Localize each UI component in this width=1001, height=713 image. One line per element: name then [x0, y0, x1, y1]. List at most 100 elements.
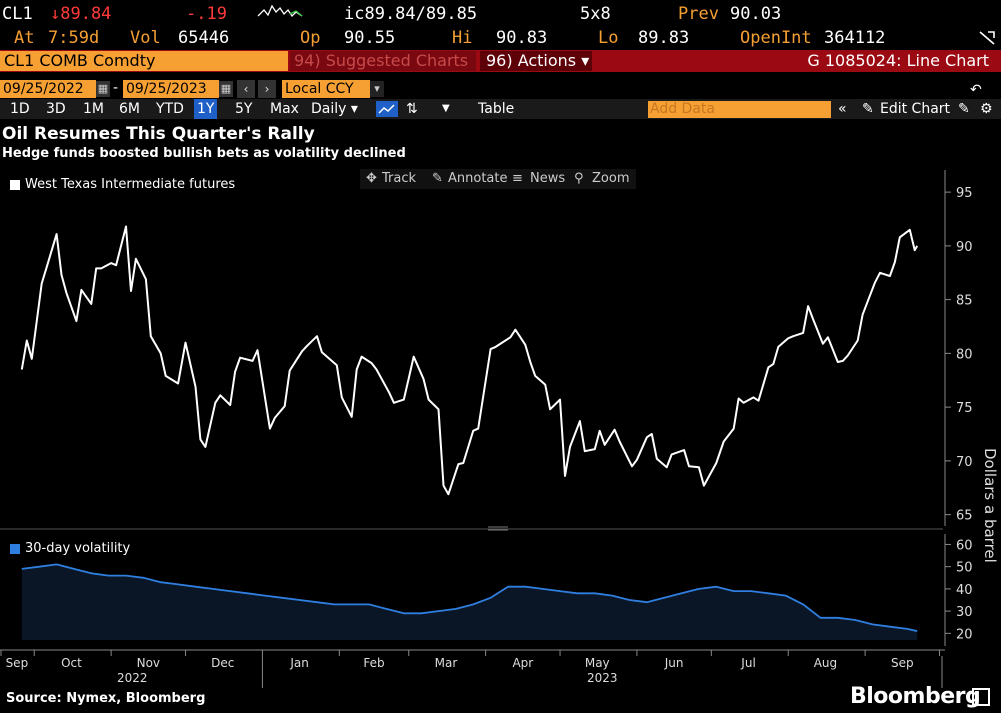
- vol-y-tick-label: 60: [956, 538, 973, 553]
- low-label: Lo: [598, 28, 619, 48]
- currency-dropdown-icon[interactable]: ▾: [370, 81, 384, 97]
- volume-value: 65446: [178, 28, 230, 48]
- start-calendar-icon[interactable]: ▦: [96, 81, 110, 97]
- bloomberg-logo: Bloomberg: [850, 684, 981, 709]
- actions-menu[interactable]: 96) Actions ▾: [480, 51, 592, 71]
- end-date-field[interactable]: 09/25/2023: [123, 80, 219, 98]
- period-ytd[interactable]: YTD: [156, 101, 184, 117]
- edit-chart-button[interactable]: Edit Chart: [880, 101, 951, 117]
- open-value: 90.55: [344, 28, 396, 48]
- prev-value: 90.03: [730, 4, 782, 24]
- x-axis-year-label: 2023: [587, 671, 618, 685]
- annotate-button[interactable]: Annotate: [448, 171, 508, 186]
- bid-ask: ic89.84/89.85: [344, 4, 478, 24]
- zoom-button[interactable]: Zoom: [592, 171, 630, 186]
- currency-field[interactable]: Local CCY: [282, 80, 370, 98]
- period-3d[interactable]: 3D: [46, 101, 66, 117]
- volatility-area-fill: [21, 564, 918, 640]
- bid-ask-size: 5x8: [580, 4, 611, 24]
- x-axis-year-label: 2022: [117, 671, 148, 685]
- price-y-tick-label: 70: [956, 455, 973, 470]
- line-chart-icon[interactable]: [376, 101, 398, 117]
- vol-y-tick-label: 20: [956, 627, 973, 642]
- chart-subtitle: Hedge funds boosted bullish bets as vola…: [2, 146, 406, 161]
- last-price: ↓89.84: [50, 4, 112, 24]
- next-period-button[interactable]: ›: [258, 80, 276, 98]
- open-label: Op: [300, 28, 321, 48]
- source-note: Source: Nymex, Bloomberg: [6, 691, 206, 706]
- expand-icon[interactable]: [978, 30, 996, 51]
- chart-type-dropdown-icon[interactable]: ▼: [442, 103, 450, 114]
- price-y-tick-label: 85: [956, 294, 973, 309]
- x-axis-month-label: Sep: [6, 656, 29, 670]
- sparkline-icon: [256, 2, 306, 29]
- legend-volatility-swatch: [10, 543, 20, 554]
- quote-row-1: CL1 ↓89.84 -.19 ic89.84/89.85 5x8 Prev 9…: [0, 2, 1001, 26]
- vol-y-tick-label: 50: [956, 561, 973, 576]
- x-axis-month-label: Jun: [664, 656, 684, 670]
- settings-icon[interactable]: ⚙: [980, 101, 993, 117]
- chart-toolbar: 1D 3D 1M 6M YTD 1Y 5Y Max Daily ▾ ⇅ ▼ Ta…: [0, 82, 1001, 119]
- x-axis-month-label: Sep: [891, 656, 914, 670]
- price-volatility-chart[interactable]: 65 70 75 80 85 90 95 20 30 40 50 60 Dollars a barrel…: [0, 160, 1001, 690]
- title-bar: CL1 COMB Comdty 94) Suggested Charts 96)…: [0, 50, 1001, 72]
- price-y-axis-label: Dollars a barrel: [981, 448, 999, 563]
- x-axis-month-label: Dec: [211, 656, 234, 670]
- edit-icon[interactable]: ✎: [958, 101, 970, 117]
- period-1m[interactable]: 1M: [83, 101, 104, 117]
- price-y-tick-label: 80: [956, 347, 973, 362]
- low-value: 89.83: [638, 28, 690, 48]
- open-interest-value: 364112: [824, 28, 886, 48]
- legend-volatility: 30-day volatility: [10, 541, 130, 556]
- vol-y-tick-label: 40: [956, 583, 973, 598]
- undo-icon[interactable]: ↶: [970, 82, 982, 98]
- period-1d[interactable]: 1D: [10, 101, 30, 117]
- add-data-input[interactable]: Add Data: [648, 101, 831, 118]
- security-field[interactable]: CL1 COMB Comdty: [0, 51, 288, 71]
- ticker[interactable]: CL1: [2, 4, 33, 24]
- high-value: 90.83: [496, 28, 548, 48]
- frequency-dropdown[interactable]: Daily ▾: [311, 101, 358, 117]
- price-y-tick-label: 65: [956, 509, 973, 524]
- x-axis-month-label: Aug: [814, 656, 837, 670]
- track-icon[interactable]: ✥: [366, 171, 377, 186]
- x-axis-month-label: Apr: [512, 656, 533, 670]
- suggested-charts-button[interactable]: 94) Suggested Charts: [290, 51, 476, 71]
- table-button[interactable]: Table: [478, 101, 515, 117]
- zoom-icon[interactable]: ⚲: [574, 171, 584, 186]
- news-button[interactable]: News: [530, 171, 566, 186]
- period-1y[interactable]: 1Y: [194, 99, 218, 119]
- x-axis-month-label: Mar: [435, 656, 458, 670]
- period-5y[interactable]: 5Y: [235, 101, 253, 117]
- collapse-icon[interactable]: «: [838, 101, 847, 117]
- open-interest-label: OpenInt: [740, 28, 812, 48]
- x-axis-month-label: May: [585, 656, 610, 670]
- chart-title: Oil Resumes This Quarter's Rally: [2, 124, 315, 144]
- pencil-icon[interactable]: ✎: [862, 101, 874, 117]
- price-y-tick-label: 90: [956, 240, 973, 255]
- price-y-tick-label: 75: [956, 401, 973, 416]
- legend-price: West Texas Intermediate futures: [10, 177, 235, 192]
- start-date-field[interactable]: 09/25/2022: [0, 80, 96, 98]
- x-axis-month-label: Feb: [363, 656, 384, 670]
- x-axis-month-label: Jul: [740, 656, 755, 670]
- annotate-icon[interactable]: ✎: [432, 171, 443, 186]
- price-y-tick-label: 95: [956, 186, 973, 201]
- graph-title: G 1085024: Line Chart: [807, 51, 989, 70]
- period-6m[interactable]: 6M: [119, 101, 140, 117]
- track-button[interactable]: Track: [382, 171, 417, 186]
- x-axis-month-label: Nov: [137, 656, 160, 670]
- vol-y-tick-label: 30: [956, 605, 973, 620]
- high-label: Hi: [452, 28, 473, 48]
- period-max[interactable]: Max: [270, 101, 299, 117]
- chart-tools-bar: ✥ Track ✎ Annotate ≡ News ⚲ Zoom: [360, 169, 636, 189]
- bar-chart-icon[interactable]: ⇅: [406, 101, 418, 117]
- prev-period-button[interactable]: ‹: [237, 80, 255, 98]
- vol-series-line: [21, 563, 918, 632]
- legend-price-label: West Texas Intermediate futures: [25, 177, 236, 192]
- end-calendar-icon[interactable]: ▦: [219, 81, 233, 97]
- volume-label: Vol: [130, 28, 161, 48]
- news-icon[interactable]: ≡: [512, 171, 523, 186]
- prev-label: Prev: [678, 4, 719, 24]
- legend-volatility-label: 30-day volatility: [25, 541, 131, 556]
